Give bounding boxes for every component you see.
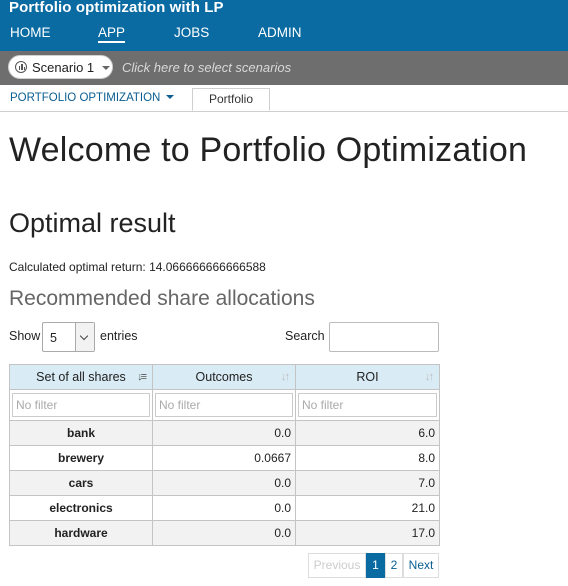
scenario-chart-icon <box>15 61 27 73</box>
table-header-row: Set of all shares ↓≡ Outcomes ↓↑ ROI ↓↑ <box>9 364 440 390</box>
pagination-page-1[interactable]: 1 <box>366 553 385 578</box>
column-header-roi[interactable]: ROI ↓↑ <box>295 364 440 390</box>
column-header-shares[interactable]: Set of all shares ↓≡ <box>9 364 153 390</box>
share-name: hardware <box>9 520 153 546</box>
tab-portfolio[interactable]: Portfolio <box>192 88 270 111</box>
pagination-page-2[interactable]: 2 <box>385 553 403 578</box>
entries-label: entries <box>100 329 138 343</box>
column-header-label: ROI <box>356 370 379 384</box>
share-roi: 17.0 <box>295 520 440 546</box>
share-roi: 7.0 <box>295 470 440 496</box>
share-outcome: 0.0 <box>152 520 296 546</box>
page-title: Welcome to Portfolio Optimization <box>9 131 528 169</box>
scenario-selected-label: Scenario 1 <box>32 60 95 75</box>
top-header: Portfolio optimization with LP HOME APP … <box>0 0 568 51</box>
scenario-select-hint[interactable]: Click here to select scenarios <box>122 60 292 75</box>
share-outcome: 0.0 <box>152 420 296 446</box>
chevron-down-icon <box>75 323 94 351</box>
entries-select[interactable]: 5 <box>42 322 95 352</box>
column-header-label: Outcomes <box>195 370 253 384</box>
table-row[interactable]: brewery 0.0667 8.0 <box>9 445 440 471</box>
share-outcome: 0.0 <box>152 495 296 521</box>
search-label: Search <box>285 329 325 343</box>
filter-roi-input[interactable] <box>298 393 437 417</box>
filter-cell <box>9 389 153 421</box>
filter-outcomes-input[interactable] <box>155 393 293 417</box>
dropdown-label: PORTFOLIO OPTIMIZATION <box>10 92 161 104</box>
sort-both-icon: ↓↑ <box>425 371 434 383</box>
pagination-previous[interactable]: Previous <box>308 553 366 578</box>
nav-admin[interactable]: ADMIN <box>258 25 302 40</box>
caret-down-icon <box>166 95 175 99</box>
scenario-selector[interactable]: Scenario 1 <box>8 55 113 79</box>
nav-jobs[interactable]: JOBS <box>174 25 210 40</box>
share-name: brewery <box>9 445 153 471</box>
sort-desc-icon: ↓≡ <box>137 371 147 383</box>
share-name: bank <box>9 420 153 446</box>
entries-value: 5 <box>50 331 57 345</box>
share-name: electronics <box>9 495 153 521</box>
pagination-next[interactable]: Next <box>403 553 439 578</box>
allocations-table: Set of all shares ↓≡ Outcomes ↓↑ ROI ↓↑ ban… <box>9 364 440 546</box>
share-roi: 6.0 <box>295 420 440 446</box>
filter-cell <box>152 389 296 421</box>
show-label: Show <box>9 329 41 343</box>
share-outcome: 0.0667 <box>152 445 296 471</box>
app-title: Portfolio optimization with LP <box>9 0 224 16</box>
allocations-heading: Recommended share allocations <box>9 287 315 310</box>
optimal-return-text: Calculated optimal return: 14.0666666666… <box>9 260 266 274</box>
filter-shares-input[interactable] <box>12 393 150 417</box>
filter-row <box>9 389 440 421</box>
secondary-nav: PORTFOLIO OPTIMIZATION Portfolio <box>0 85 568 112</box>
nav-app[interactable]: APP <box>98 25 126 43</box>
column-header-outcomes[interactable]: Outcomes ↓↑ <box>152 364 296 390</box>
nav-home[interactable]: HOME <box>10 25 51 40</box>
share-name: cars <box>9 470 153 496</box>
share-roi: 8.0 <box>295 445 440 471</box>
table-row[interactable]: hardware 0.0 17.0 <box>9 520 440 546</box>
portfolio-optimization-dropdown[interactable]: PORTFOLIO OPTIMIZATION <box>10 92 175 104</box>
result-heading: Optimal result <box>9 208 176 238</box>
filter-cell <box>295 389 440 421</box>
share-outcome: 0.0 <box>152 470 296 496</box>
chevron-down-icon <box>102 66 110 70</box>
table-row[interactable]: cars 0.0 7.0 <box>9 470 440 496</box>
column-header-label: Set of all shares <box>36 370 126 384</box>
table-row[interactable]: electronics 0.0 21.0 <box>9 495 440 521</box>
scenario-bar: Scenario 1 Click here to select scenario… <box>0 51 568 85</box>
share-roi: 21.0 <box>295 495 440 521</box>
table-row[interactable]: bank 0.0 6.0 <box>9 420 440 446</box>
search-input[interactable] <box>329 322 439 352</box>
sort-both-icon: ↓↑ <box>281 371 290 383</box>
